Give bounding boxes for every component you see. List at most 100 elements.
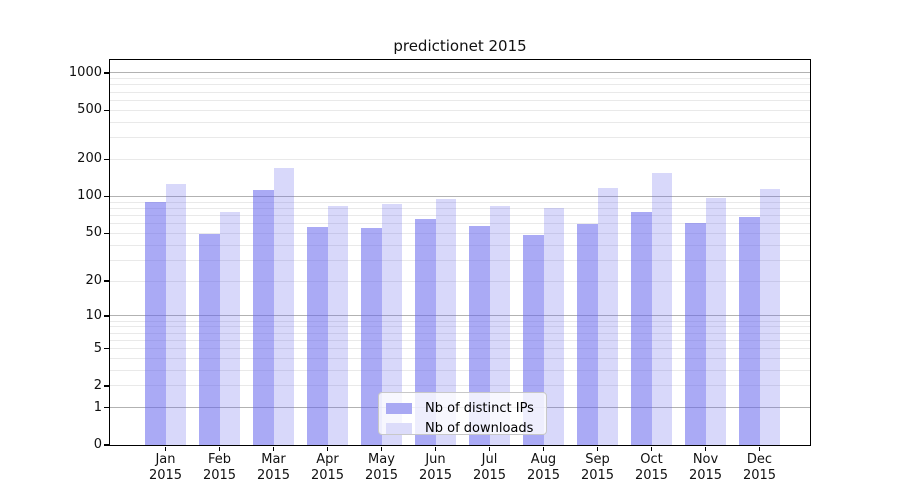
- y-tick-20: [103, 280, 110, 282]
- x-tick-feb: [218, 446, 221, 451]
- bar-nb-of-downloads-nov: [705, 198, 726, 445]
- x-tick-label-nov: Nov 2015: [676, 452, 736, 483]
- gridline-minor-40: [110, 244, 810, 246]
- x-tick-label-jul: Jul 2015: [460, 452, 520, 483]
- x-tick-month-jan: Jan: [155, 452, 176, 467]
- gridline-minor-60: [110, 223, 810, 225]
- bar-nb-of-distinct-ips-nov: [685, 222, 706, 445]
- gridline-minor-600: [110, 99, 810, 101]
- plot-area: Nb of distinct IPs Nb of downloads: [110, 60, 810, 445]
- gridline-minor-8: [110, 326, 810, 328]
- bar-nb-of-distinct-ips-jul: [469, 226, 490, 445]
- x-tick-month-mar: Mar: [261, 452, 286, 467]
- x-tick-year-oct: 2015: [634, 467, 669, 483]
- legend-label-distinct-ips: Nb of distinct IPs: [425, 400, 534, 416]
- x-tick-month-may: May: [368, 452, 395, 467]
- y-tick-1: [103, 407, 110, 409]
- x-tick-month-aug: Aug: [530, 452, 557, 467]
- x-tick-label-oct: Oct 2015: [622, 452, 682, 483]
- bar-nb-of-downloads-jul: [489, 205, 510, 445]
- gridline-minor-3: [110, 369, 810, 371]
- chart-title: predictionet 2015: [393, 37, 527, 55]
- bar-nb-of-distinct-ips-mar: [253, 190, 274, 445]
- gridline-minor-50: [110, 232, 810, 234]
- bar-nb-of-distinct-ips-jan: [145, 202, 166, 445]
- gridline-major-1000: [110, 72, 810, 74]
- x-tick-label-apr: Apr 2015: [298, 452, 358, 483]
- x-tick-month-jun: Jun: [425, 452, 446, 467]
- gridline-minor-200: [110, 158, 810, 160]
- x-tick-year-nov: 2015: [688, 467, 723, 483]
- gridline-major-10: [110, 315, 810, 317]
- y-tick-200: [103, 158, 110, 161]
- x-tick-month-dec: Dec: [746, 452, 773, 467]
- x-tick-dec: [758, 446, 761, 451]
- x-tick-nov: [704, 446, 707, 451]
- bar-nb-of-downloads-sep: [597, 187, 618, 445]
- x-tick-year-apr: 2015: [310, 467, 345, 483]
- y-tick-label-100: 100: [77, 188, 102, 204]
- x-tick-label-dec: Dec 2015: [730, 452, 790, 483]
- bar-nb-of-downloads-may: [381, 204, 402, 445]
- gridline-minor-9: [110, 320, 810, 322]
- x-tick-year-jul: 2015: [472, 467, 507, 483]
- x-tick-label-aug: Aug 2015: [514, 452, 574, 483]
- x-tick-month-oct: Oct: [640, 452, 663, 467]
- y-tick-0: [103, 444, 110, 446]
- x-tick-jan: [164, 446, 167, 451]
- legend: Nb of distinct IPs Nb of downloads: [378, 392, 547, 438]
- x-tick-label-mar: Mar 2015: [244, 452, 304, 483]
- x-tick-oct: [650, 446, 653, 451]
- x-tick-aug: [542, 446, 545, 451]
- bar-nb-of-distinct-ips-jun: [415, 219, 436, 445]
- y-tick-label-200: 200: [77, 151, 102, 167]
- y-tick-label-20: 20: [85, 273, 102, 289]
- y-tick-label-10: 10: [85, 307, 102, 323]
- bar-nb-of-downloads-mar: [273, 167, 294, 445]
- gridline-minor-800: [110, 84, 810, 86]
- gridline-minor-20: [110, 280, 810, 282]
- x-tick-year-jan: 2015: [148, 467, 183, 483]
- x-tick-year-feb: 2015: [202, 467, 237, 483]
- legend-swatch-distinct-ips: [386, 402, 412, 414]
- y-tick-label-500: 500: [77, 102, 102, 118]
- gridline-minor-6: [110, 339, 810, 341]
- gridline-major-100: [110, 195, 810, 197]
- legend-label-downloads: Nb of downloads: [425, 420, 534, 436]
- gridline-minor-4: [110, 357, 810, 359]
- x-tick-month-apr: Apr: [316, 452, 339, 467]
- gridline-minor-500: [110, 109, 810, 111]
- bar-nb-of-distinct-ips-may: [361, 228, 382, 445]
- x-tick-label-may: May 2015: [352, 452, 412, 483]
- x-tick-apr: [326, 446, 329, 451]
- y-tick-50: [103, 232, 110, 234]
- gridline-minor-5: [110, 348, 810, 349]
- x-tick-year-aug: 2015: [526, 467, 561, 483]
- y-tick-1000: [103, 72, 110, 74]
- legend-item-distinct-ips: Nb of distinct IPs: [386, 398, 538, 418]
- y-tick-label-5: 5: [93, 340, 102, 356]
- bar-nb-of-distinct-ips-feb: [199, 234, 220, 445]
- bar-nb-of-distinct-ips-dec: [739, 216, 760, 445]
- gridline-minor-80: [110, 207, 810, 209]
- y-tick-2: [103, 385, 110, 387]
- legend-item-downloads: Nb of downloads: [386, 418, 538, 438]
- x-tick-label-sep: Sep 2015: [568, 452, 628, 483]
- legend-swatch-downloads: [386, 422, 412, 434]
- bar-nb-of-downloads-dec: [759, 189, 780, 445]
- y-tick-label-1: 1: [93, 399, 102, 415]
- y-tick-label-1000: 1000: [68, 64, 102, 80]
- y-tick-5: [103, 347, 110, 350]
- y-tick-100: [103, 195, 110, 198]
- x-tick-year-may: 2015: [364, 467, 399, 483]
- bar-nb-of-downloads-feb: [219, 211, 240, 445]
- x-tick-month-feb: Feb: [207, 452, 232, 467]
- x-tick-year-dec: 2015: [742, 467, 777, 483]
- gridline-minor-7: [110, 332, 810, 334]
- bar-nb-of-distinct-ips-apr: [307, 227, 328, 445]
- x-tick-month-jul: Jul: [481, 452, 498, 467]
- bar-nb-of-distinct-ips-sep: [577, 223, 598, 445]
- x-tick-month-sep: Sep: [585, 452, 610, 467]
- y-tick-label-2: 2: [93, 377, 102, 393]
